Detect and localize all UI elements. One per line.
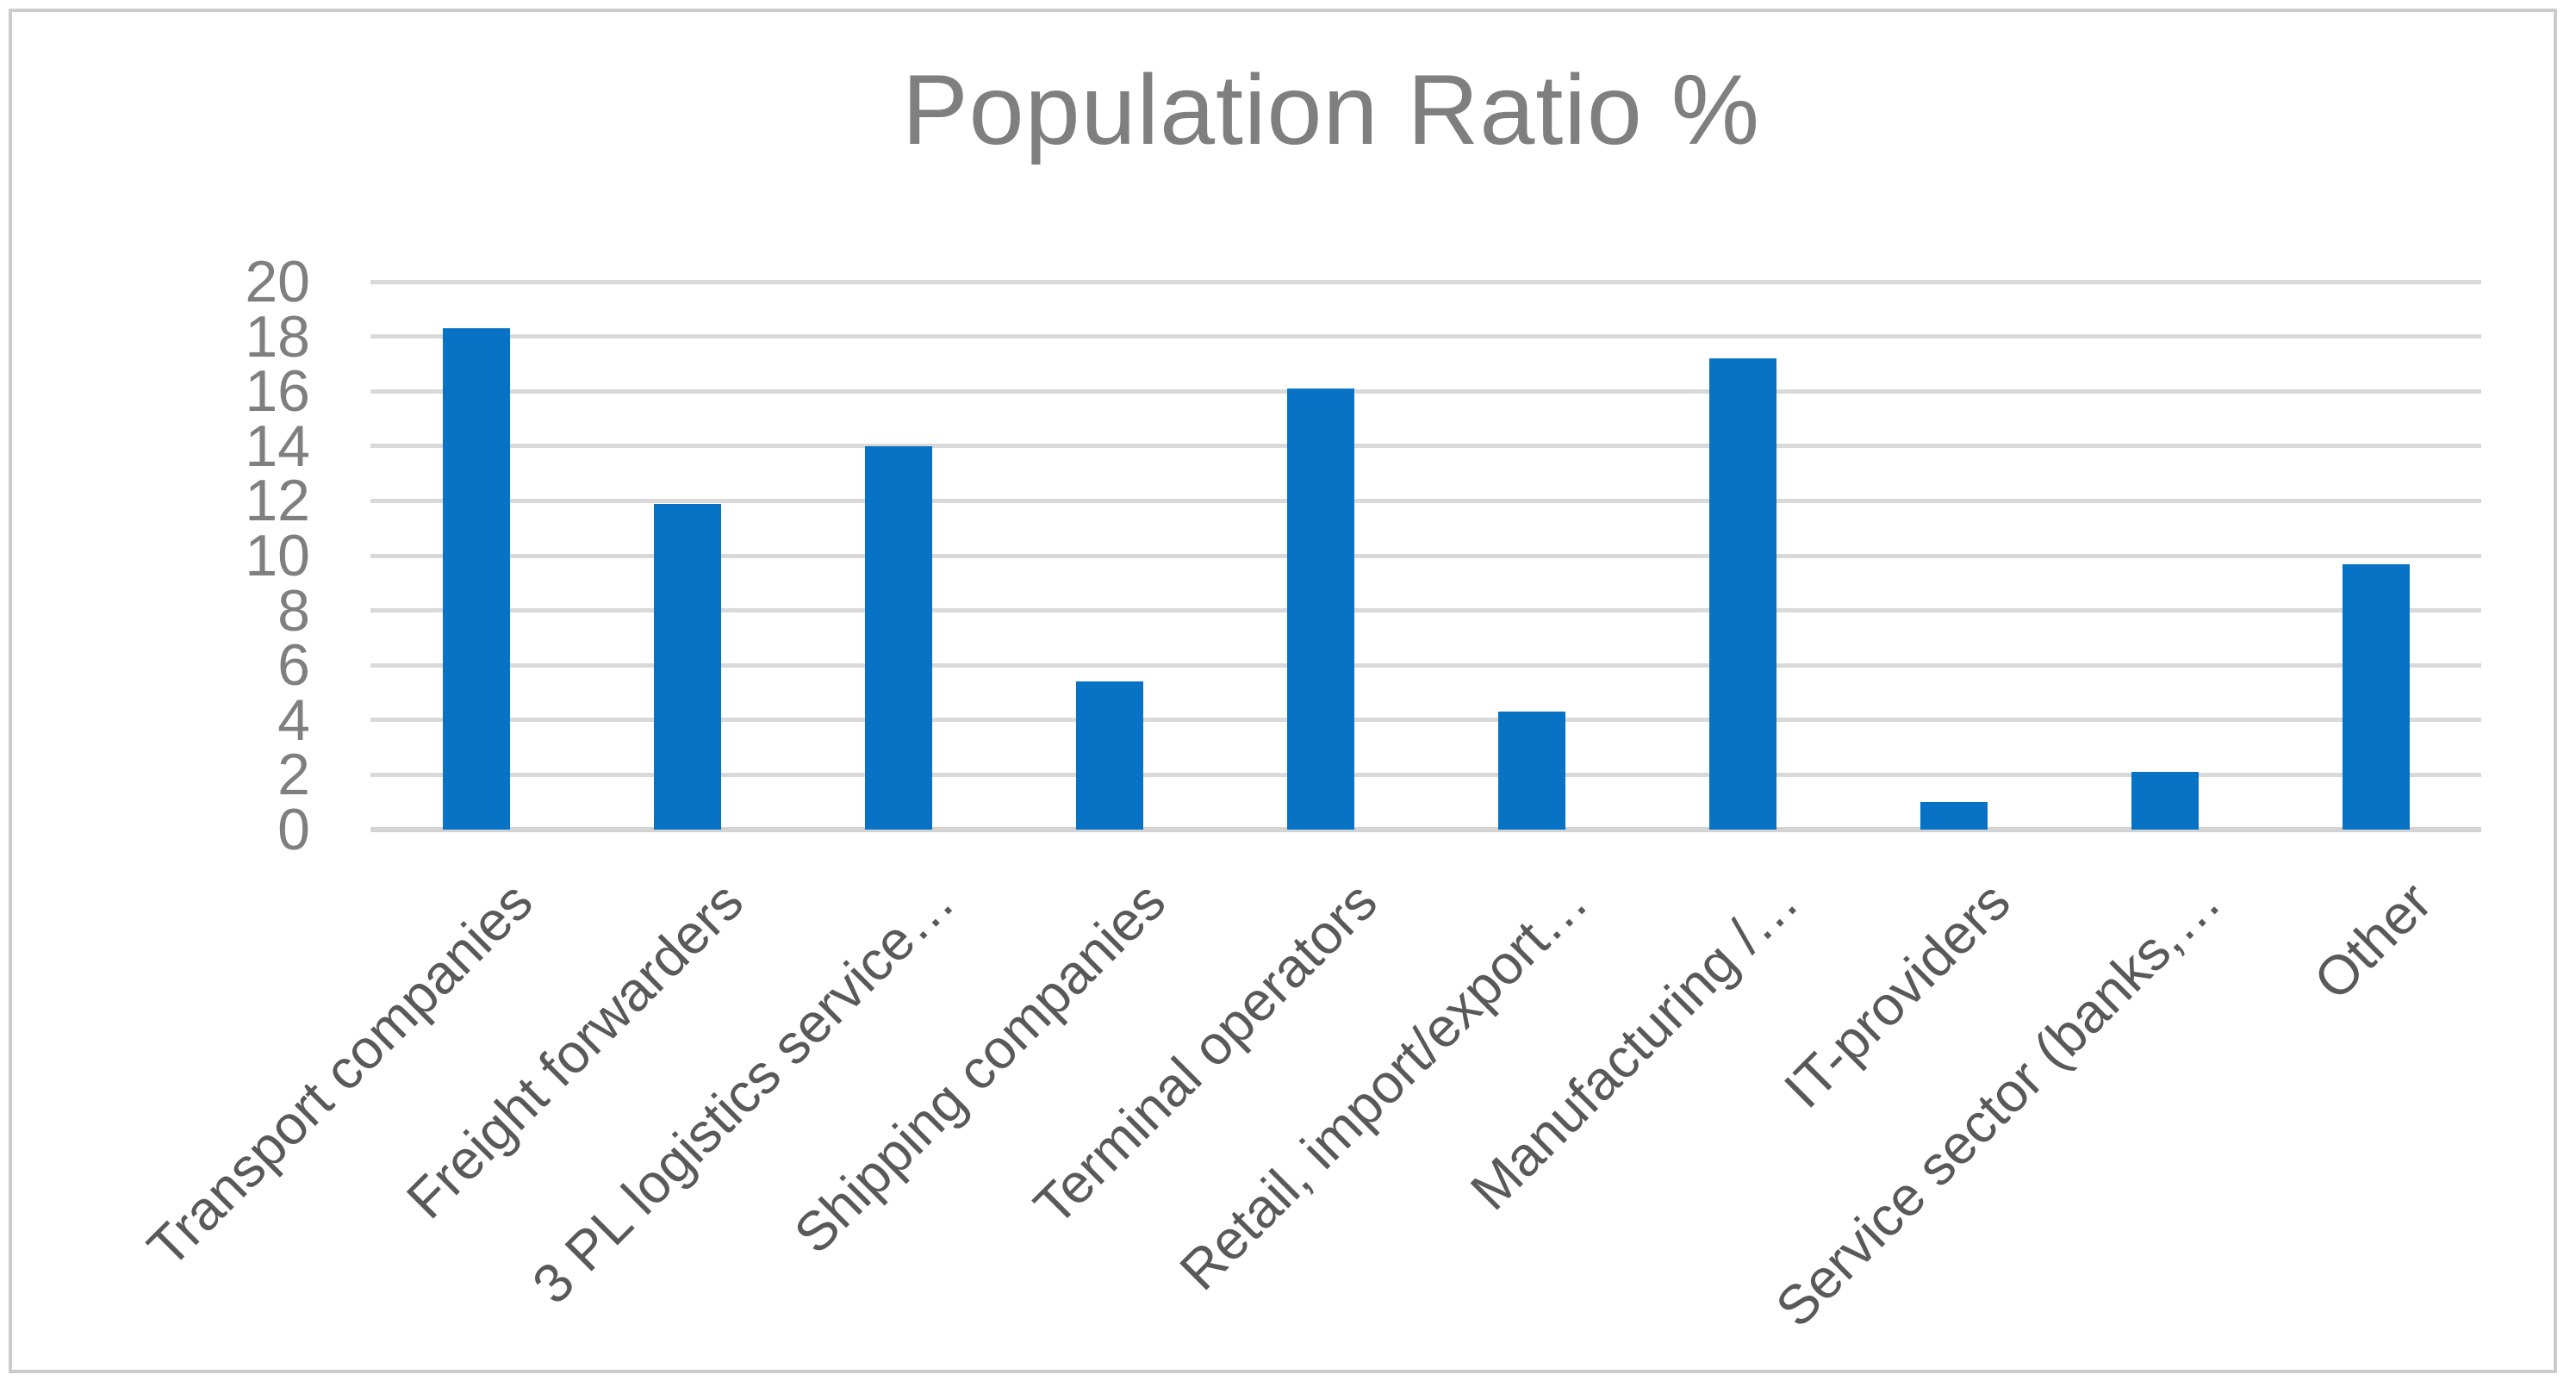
y-tick-label: 6	[277, 632, 310, 699]
y-tick-label: 10	[245, 523, 310, 588]
bar	[1920, 802, 1988, 830]
y-tick-label: 20	[245, 249, 310, 314]
bar	[442, 328, 510, 830]
gridline	[370, 662, 2481, 668]
bar	[864, 445, 932, 830]
bar	[1497, 712, 1565, 830]
gridline	[370, 279, 2481, 284]
gridline	[370, 608, 2481, 613]
bar	[2342, 563, 2410, 830]
bar	[653, 503, 721, 830]
y-tick-label: 0	[277, 797, 310, 862]
gridline	[370, 553, 2481, 558]
gridline	[370, 498, 2481, 503]
chart-border	[9, 9, 2557, 1373]
bar	[2131, 772, 2199, 830]
bar	[1075, 681, 1143, 830]
y-tick-label: 18	[245, 303, 310, 370]
y-tick-label: 4	[277, 687, 310, 753]
gridline	[370, 334, 2481, 339]
gridline	[370, 718, 2481, 723]
bar	[1708, 358, 1776, 830]
gridline	[370, 389, 2481, 394]
gridline	[370, 444, 2481, 449]
y-tick-label: 16	[245, 358, 310, 425]
gridline	[370, 772, 2481, 777]
chart-title: Population Ratio %	[901, 55, 1761, 165]
y-tick-label: 2	[277, 742, 310, 808]
y-tick-label: 14	[245, 413, 310, 479]
x-axis-line	[370, 827, 2481, 832]
bar	[1286, 389, 1354, 830]
y-tick-label: 8	[277, 577, 310, 644]
y-tick-label: 12	[245, 468, 310, 534]
